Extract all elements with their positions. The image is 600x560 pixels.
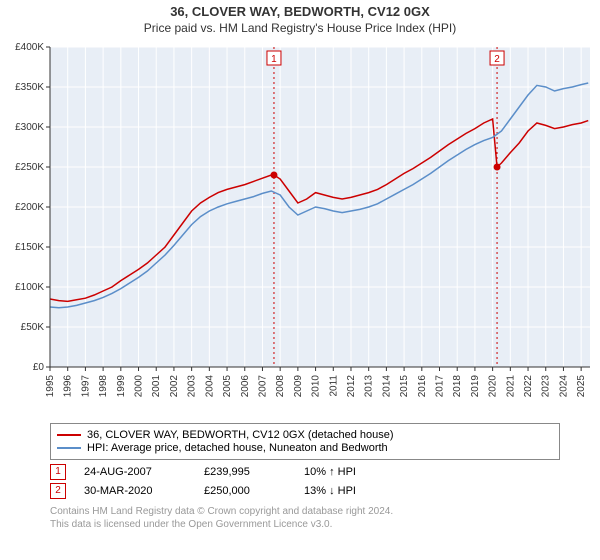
svg-text:1998: 1998 — [98, 375, 109, 398]
svg-text:1995: 1995 — [45, 375, 56, 398]
chart-area: 1 2 £0 £50K £100K £150K £200K £250K £300K £350K £4… — [0, 37, 600, 417]
svg-text:1999: 1999 — [116, 375, 127, 398]
marker-price-1: £239,995 — [204, 466, 304, 478]
chart-title-block: 36, CLOVER WAY, BEDWORTH, CV12 0GX Price… — [0, 0, 600, 37]
svg-text:2016: 2016 — [417, 375, 428, 398]
marker-badge-2: 2 — [50, 483, 66, 499]
marker-hpi-1: 10% ↑ HPI — [304, 466, 424, 478]
legend: 36, CLOVER WAY, BEDWORTH, CV12 0GX (deta… — [50, 423, 560, 460]
legend-swatch-property — [57, 434, 81, 436]
svg-text:2010: 2010 — [311, 375, 322, 398]
footer-attribution: Contains HM Land Registry data © Crown c… — [50, 505, 560, 531]
svg-text:£250K: £250K — [15, 162, 44, 173]
svg-text:2000: 2000 — [134, 375, 145, 398]
svg-text:£50K: £50K — [21, 322, 45, 333]
marker-row-2: 2 30-MAR-2020 £250,000 13% ↓ HPI — [50, 483, 560, 499]
svg-text:2024: 2024 — [558, 375, 569, 398]
legend-item-property: 36, CLOVER WAY, BEDWORTH, CV12 0GX (deta… — [57, 429, 553, 441]
svg-text:2017: 2017 — [435, 375, 446, 398]
legend-label-property: 36, CLOVER WAY, BEDWORTH, CV12 0GX (deta… — [87, 429, 394, 441]
svg-text:2008: 2008 — [275, 375, 286, 398]
svg-text:2014: 2014 — [381, 375, 392, 398]
svg-text:2007: 2007 — [257, 375, 268, 398]
marker-date-2: 30-MAR-2020 — [84, 485, 204, 497]
svg-text:2015: 2015 — [399, 375, 410, 398]
chart-title: 36, CLOVER WAY, BEDWORTH, CV12 0GX — [0, 4, 600, 19]
svg-text:2001: 2001 — [151, 375, 162, 398]
svg-text:£350K: £350K — [15, 82, 44, 93]
svg-text:1: 1 — [271, 54, 277, 65]
svg-text:2011: 2011 — [328, 375, 339, 397]
marker-badge-1: 1 — [50, 464, 66, 480]
svg-text:£200K: £200K — [15, 202, 44, 213]
svg-text:2020: 2020 — [488, 375, 499, 398]
svg-text:2025: 2025 — [576, 375, 587, 398]
markers-table: 1 24-AUG-2007 £239,995 10% ↑ HPI 2 30-MA… — [50, 464, 560, 499]
svg-text:2019: 2019 — [470, 375, 481, 398]
chart-svg: 1 2 £0 £50K £100K £150K £200K £250K £300K £350K £4… — [0, 37, 600, 417]
legend-label-hpi: HPI: Average price, detached house, Nune… — [87, 442, 388, 454]
legend-item-hpi: HPI: Average price, detached house, Nune… — [57, 442, 553, 454]
svg-text:2013: 2013 — [364, 375, 375, 398]
svg-text:2022: 2022 — [523, 375, 534, 398]
svg-text:2012: 2012 — [346, 375, 357, 398]
svg-text:2005: 2005 — [222, 375, 233, 398]
svg-text:£150K: £150K — [15, 242, 44, 253]
svg-text:1996: 1996 — [63, 375, 74, 398]
marker-row-1: 1 24-AUG-2007 £239,995 10% ↑ HPI — [50, 464, 560, 480]
marker-hpi-2: 13% ↓ HPI — [304, 485, 424, 497]
chart-subtitle: Price paid vs. HM Land Registry's House … — [0, 21, 600, 35]
svg-text:2023: 2023 — [541, 375, 552, 398]
svg-text:£100K: £100K — [15, 282, 44, 293]
svg-text:2018: 2018 — [452, 375, 463, 398]
footer-line2: This data is licensed under the Open Gov… — [50, 518, 560, 531]
footer-line1: Contains HM Land Registry data © Crown c… — [50, 505, 560, 518]
svg-text:£400K: £400K — [15, 42, 44, 53]
svg-text:1997: 1997 — [80, 375, 91, 398]
svg-text:2002: 2002 — [169, 375, 180, 398]
svg-text:2009: 2009 — [293, 375, 304, 398]
svg-text:2006: 2006 — [240, 375, 251, 398]
svg-text:2: 2 — [494, 54, 500, 65]
svg-text:2021: 2021 — [505, 375, 516, 398]
marker-price-2: £250,000 — [204, 485, 304, 497]
svg-text:2004: 2004 — [204, 375, 215, 398]
marker-date-1: 24-AUG-2007 — [84, 466, 204, 478]
svg-text:£300K: £300K — [15, 122, 44, 133]
svg-text:£0: £0 — [33, 362, 45, 373]
legend-swatch-hpi — [57, 447, 81, 449]
svg-text:2003: 2003 — [187, 375, 198, 398]
